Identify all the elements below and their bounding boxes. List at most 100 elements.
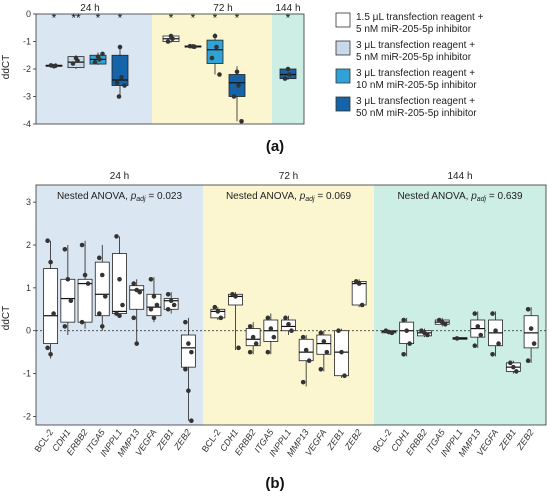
panel-b-box-VEGFA <box>146 276 162 323</box>
panel-a-group-label-24h: 24 h <box>80 3 99 14</box>
data-point <box>119 74 124 80</box>
data-point <box>165 39 171 44</box>
data-point <box>324 349 330 355</box>
panel-b-box-ITGA5 <box>434 317 450 327</box>
data-point <box>271 334 277 340</box>
data-point <box>285 66 291 72</box>
panel-b-box-ZEB2 <box>523 306 539 364</box>
data-point <box>62 324 68 329</box>
gene-label: BCL-2 <box>32 427 55 454</box>
legend-label-c1-line2: 5 nM miR-205-5p inhibitor <box>356 24 472 35</box>
panel-a-y-tick-label: -2 <box>23 64 31 74</box>
panel-a-group-label-72h: 72 h <box>213 3 232 14</box>
data-point <box>85 281 91 286</box>
panel-b-box-INPPL1 <box>452 336 468 341</box>
panel-a-y-tick-label: 0 <box>26 9 31 19</box>
gene-label: BCL-2 <box>371 427 394 454</box>
data-point <box>134 341 140 346</box>
panel-b-y-tick-label: 2 <box>26 240 31 250</box>
panel-b-y-tick-label: 1 <box>26 283 31 293</box>
data-point <box>92 59 98 65</box>
gene-label: ZEB1 <box>324 427 346 452</box>
legend-label-c2-line1: 3 μL transfection reagent + <box>356 40 475 51</box>
data-point <box>45 238 50 244</box>
data-point <box>70 61 76 66</box>
data-point <box>117 313 122 319</box>
panel-a-label: (a) <box>266 138 284 155</box>
box-body <box>111 54 129 86</box>
panel-b-box-CDH1 <box>228 291 243 351</box>
panel-b-title-0: 24 h <box>110 171 129 182</box>
panel-b-box-BCL-2 <box>381 328 397 336</box>
significance-marker: * <box>213 11 218 25</box>
data-point <box>212 304 218 310</box>
legend-swatch-c3 <box>335 68 351 84</box>
data-point <box>96 311 102 316</box>
gene-label: ZEB1 <box>496 427 518 452</box>
data-point <box>170 36 175 42</box>
data-point <box>102 294 108 299</box>
data-point <box>531 341 537 346</box>
data-point <box>286 321 291 327</box>
panel-b-box-MMP13 <box>298 334 314 387</box>
data-point <box>187 43 193 49</box>
data-point <box>192 44 197 50</box>
panel-b-chart: 3 2 1 0 -1 -2 ddCT 24 h Nested ANOVA, padj = 0… <box>1 171 547 459</box>
data-point <box>490 351 495 357</box>
panel-b-gene-labels: BCL-2CDH1ERBB2ITGA5INPPL1MMP13VEGFAZEB1Z… <box>32 427 535 459</box>
data-point <box>117 44 123 50</box>
data-point <box>303 347 309 353</box>
panel-b-boxes <box>43 234 539 424</box>
data-point <box>148 306 154 312</box>
data-point <box>472 343 478 349</box>
box-body <box>94 261 110 317</box>
data-point <box>265 349 271 355</box>
legend-label-c4-line1: 3 μL transfection reagent + <box>356 96 475 107</box>
data-point <box>300 334 306 340</box>
panel-b-background-2 <box>374 185 546 425</box>
data-point <box>425 332 430 338</box>
data-point <box>268 326 274 331</box>
data-point <box>186 388 191 394</box>
panel-b-box-ZEB2 <box>351 279 367 308</box>
data-point <box>183 319 188 325</box>
data-point <box>131 281 137 286</box>
panel-a-box: * <box>206 11 224 77</box>
data-point <box>165 306 171 312</box>
data-point <box>189 349 194 355</box>
data-point <box>318 330 324 336</box>
panel-b-anova-annotation-0: Nested ANOVA, padj = 0.023 <box>57 191 183 203</box>
panel-b-y-tick-label: 3 <box>26 197 31 207</box>
panel-a-group-label-144h: 144 h <box>275 3 300 14</box>
data-point <box>120 302 125 308</box>
legend-label-c3-line1: 3 μL transfection reagent + <box>356 68 475 79</box>
data-point <box>236 83 241 88</box>
data-point <box>300 379 306 385</box>
data-point <box>339 349 344 355</box>
panel-b-label: (b) <box>265 475 284 492</box>
data-point <box>236 345 241 351</box>
panel-b-y-tick-label: 0 <box>26 326 31 336</box>
gene-label: ZEB2 <box>342 427 364 452</box>
data-point <box>62 246 68 252</box>
panel-b-box-MMP13 <box>470 311 486 349</box>
panel-b-title-2: 144 h <box>447 171 472 182</box>
data-point <box>490 311 495 316</box>
data-point <box>511 364 516 370</box>
data-point <box>289 328 294 334</box>
gene-label: ZEB1 <box>154 427 176 452</box>
significance-marker: * <box>169 11 174 25</box>
data-point <box>283 315 288 321</box>
data-point <box>53 63 58 68</box>
data-point <box>122 83 127 88</box>
data-point <box>116 94 122 99</box>
data-point <box>168 298 174 304</box>
legend-swatch-c2 <box>335 40 351 56</box>
data-point <box>233 294 238 299</box>
legend-label-c3-line2: 10 nM miR-205-5p inhibitor <box>356 80 477 91</box>
panel-b-box-ERBB2 <box>245 322 261 355</box>
data-point <box>97 57 102 62</box>
gene-label: BCL-2 <box>200 427 223 454</box>
box-body <box>206 39 224 64</box>
data-point <box>493 328 498 334</box>
